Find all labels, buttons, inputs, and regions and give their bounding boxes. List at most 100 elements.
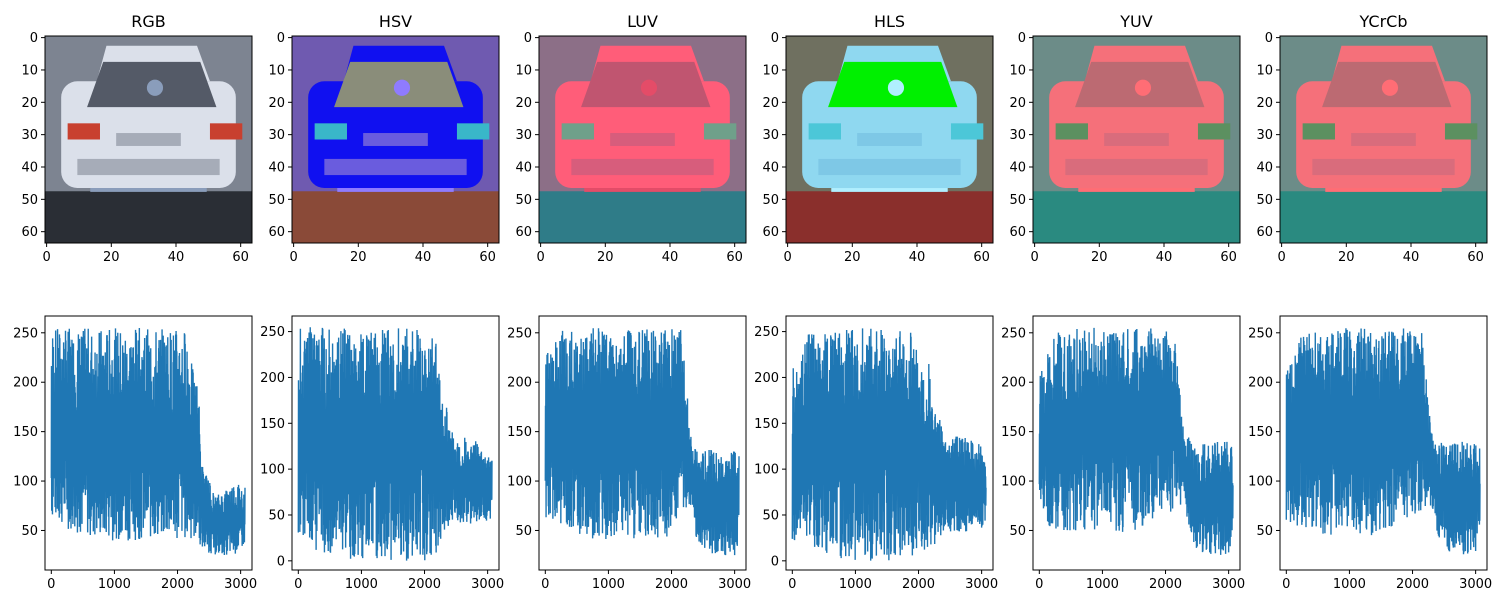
y-tick-label: 50 xyxy=(762,193,779,208)
axes-frame xyxy=(291,315,500,571)
y-tick-label: 250 xyxy=(13,326,38,341)
x-tick-label: 40 xyxy=(415,250,432,265)
panel-title: YUV xyxy=(1119,12,1152,31)
rear-bumper xyxy=(1312,158,1455,176)
x-tick-label: 2000 xyxy=(1396,577,1429,592)
y-tick-label: 200 xyxy=(260,371,285,386)
y-tick-label: 200 xyxy=(13,376,38,391)
axes-frame xyxy=(1279,35,1488,244)
car-image xyxy=(1280,36,1487,243)
y-tick-label: 150 xyxy=(13,425,38,440)
x-tick-label: 2000 xyxy=(902,577,935,592)
right-taillight xyxy=(950,123,984,140)
window-reflection xyxy=(887,79,905,96)
y-tick-label: 50 xyxy=(1009,193,1026,208)
y-tick-label: 10 xyxy=(1009,63,1026,78)
line-plot-ycrcb: 0 1000 2000 3000 50 100 150 200 250 xyxy=(1248,315,1492,592)
x-tick-label: 60 xyxy=(726,250,743,265)
y-tick-label: 150 xyxy=(1248,425,1273,440)
x-tick-label: 1000 xyxy=(592,577,625,592)
y-tick-label: 60 xyxy=(21,225,38,240)
y-tick-label: 30 xyxy=(515,128,532,143)
window-reflection xyxy=(1381,79,1399,96)
x-tick-label: 40 xyxy=(1156,250,1173,265)
license-plate xyxy=(116,133,181,146)
y-tick-label: 100 xyxy=(260,463,285,478)
y-tick-label: 20 xyxy=(21,96,38,111)
road-region xyxy=(292,191,499,243)
y-tick-label: 10 xyxy=(1256,63,1273,78)
x-tick-label: 3000 xyxy=(1459,577,1492,592)
license-plate xyxy=(363,133,428,146)
axes-frame xyxy=(785,315,994,571)
x-tick-label: 1000 xyxy=(1086,577,1119,592)
y-tick-label: 200 xyxy=(1248,376,1273,391)
y-tick-label: 50 xyxy=(21,193,38,208)
x-tick-label: 20 xyxy=(350,250,367,265)
y-tick-label: 60 xyxy=(1009,225,1026,240)
y-tick-label: 50 xyxy=(1009,524,1026,539)
road-region xyxy=(1033,191,1240,243)
rear-bumper xyxy=(324,158,467,176)
y-tick-label: 100 xyxy=(1001,475,1026,490)
y-tick-label: 100 xyxy=(754,463,779,478)
y-tick-label: 50 xyxy=(1256,524,1273,539)
x-tick-label: 2000 xyxy=(408,577,441,592)
series-line xyxy=(297,327,493,561)
y-tick-label: 20 xyxy=(268,96,285,111)
y-tick-label: 60 xyxy=(515,225,532,240)
line-plot-rgb: 0 1000 2000 3000 50 100 150 200 250 xyxy=(13,315,257,592)
y-tick-label: 0 xyxy=(277,554,285,569)
window-reflection xyxy=(1134,79,1152,96)
image-panel-hls: HLS 0 20 40 60 0 10 20 30 40 50 60 xyxy=(762,12,994,265)
series-line xyxy=(50,327,246,555)
right-taillight xyxy=(1444,123,1478,140)
car-image xyxy=(539,36,746,243)
y-tick-label: 250 xyxy=(507,326,532,341)
y-tick-label: 0 xyxy=(30,31,38,46)
y-tick-label: 30 xyxy=(1009,128,1026,143)
car-image xyxy=(292,36,499,243)
left-taillight xyxy=(808,123,841,140)
x-tick-label: 0 xyxy=(1035,577,1043,592)
left-taillight xyxy=(1302,123,1335,140)
panel-title: YCrCb xyxy=(1359,12,1408,31)
y-tick-label: 150 xyxy=(1001,425,1026,440)
y-tick-label: 40 xyxy=(21,160,38,175)
series-line xyxy=(1285,328,1481,555)
x-tick-label: 0 xyxy=(536,250,544,265)
car-shadow-edge xyxy=(337,188,454,192)
rear-bumper xyxy=(1065,158,1208,176)
road-region xyxy=(539,191,746,243)
x-tick-label: 1000 xyxy=(98,577,131,592)
x-tick-label: 0 xyxy=(289,250,297,265)
y-tick-label: 200 xyxy=(1001,376,1026,391)
x-tick-label: 1000 xyxy=(345,577,378,592)
y-tick-label: 0 xyxy=(1018,31,1026,46)
y-tick-label: 50 xyxy=(515,524,532,539)
road-region xyxy=(786,191,993,243)
car-shadow-edge xyxy=(831,188,948,192)
rear-bumper xyxy=(77,158,220,176)
x-tick-label: 40 xyxy=(909,250,926,265)
x-tick-label: 60 xyxy=(232,250,249,265)
x-tick-label: 60 xyxy=(479,250,496,265)
x-tick-label: 1000 xyxy=(1333,577,1366,592)
x-tick-label: 3000 xyxy=(1212,577,1245,592)
car-shadow-edge xyxy=(90,188,207,192)
road-region xyxy=(1280,191,1487,243)
axes-frame xyxy=(1279,315,1488,571)
x-tick-label: 3000 xyxy=(224,577,257,592)
panel-title: LUV xyxy=(627,12,658,31)
y-tick-label: 50 xyxy=(515,193,532,208)
x-tick-label: 40 xyxy=(662,250,679,265)
series-line xyxy=(1038,327,1234,555)
left-taillight xyxy=(314,123,347,140)
axes-frame xyxy=(538,315,747,571)
image-panel-luv: LUV 0 20 40 60 0 10 20 30 40 50 60 xyxy=(515,12,747,265)
right-taillight xyxy=(209,123,243,140)
y-tick-label: 50 xyxy=(21,524,38,539)
y-tick-label: 0 xyxy=(771,554,779,569)
axes-frame xyxy=(785,35,994,244)
